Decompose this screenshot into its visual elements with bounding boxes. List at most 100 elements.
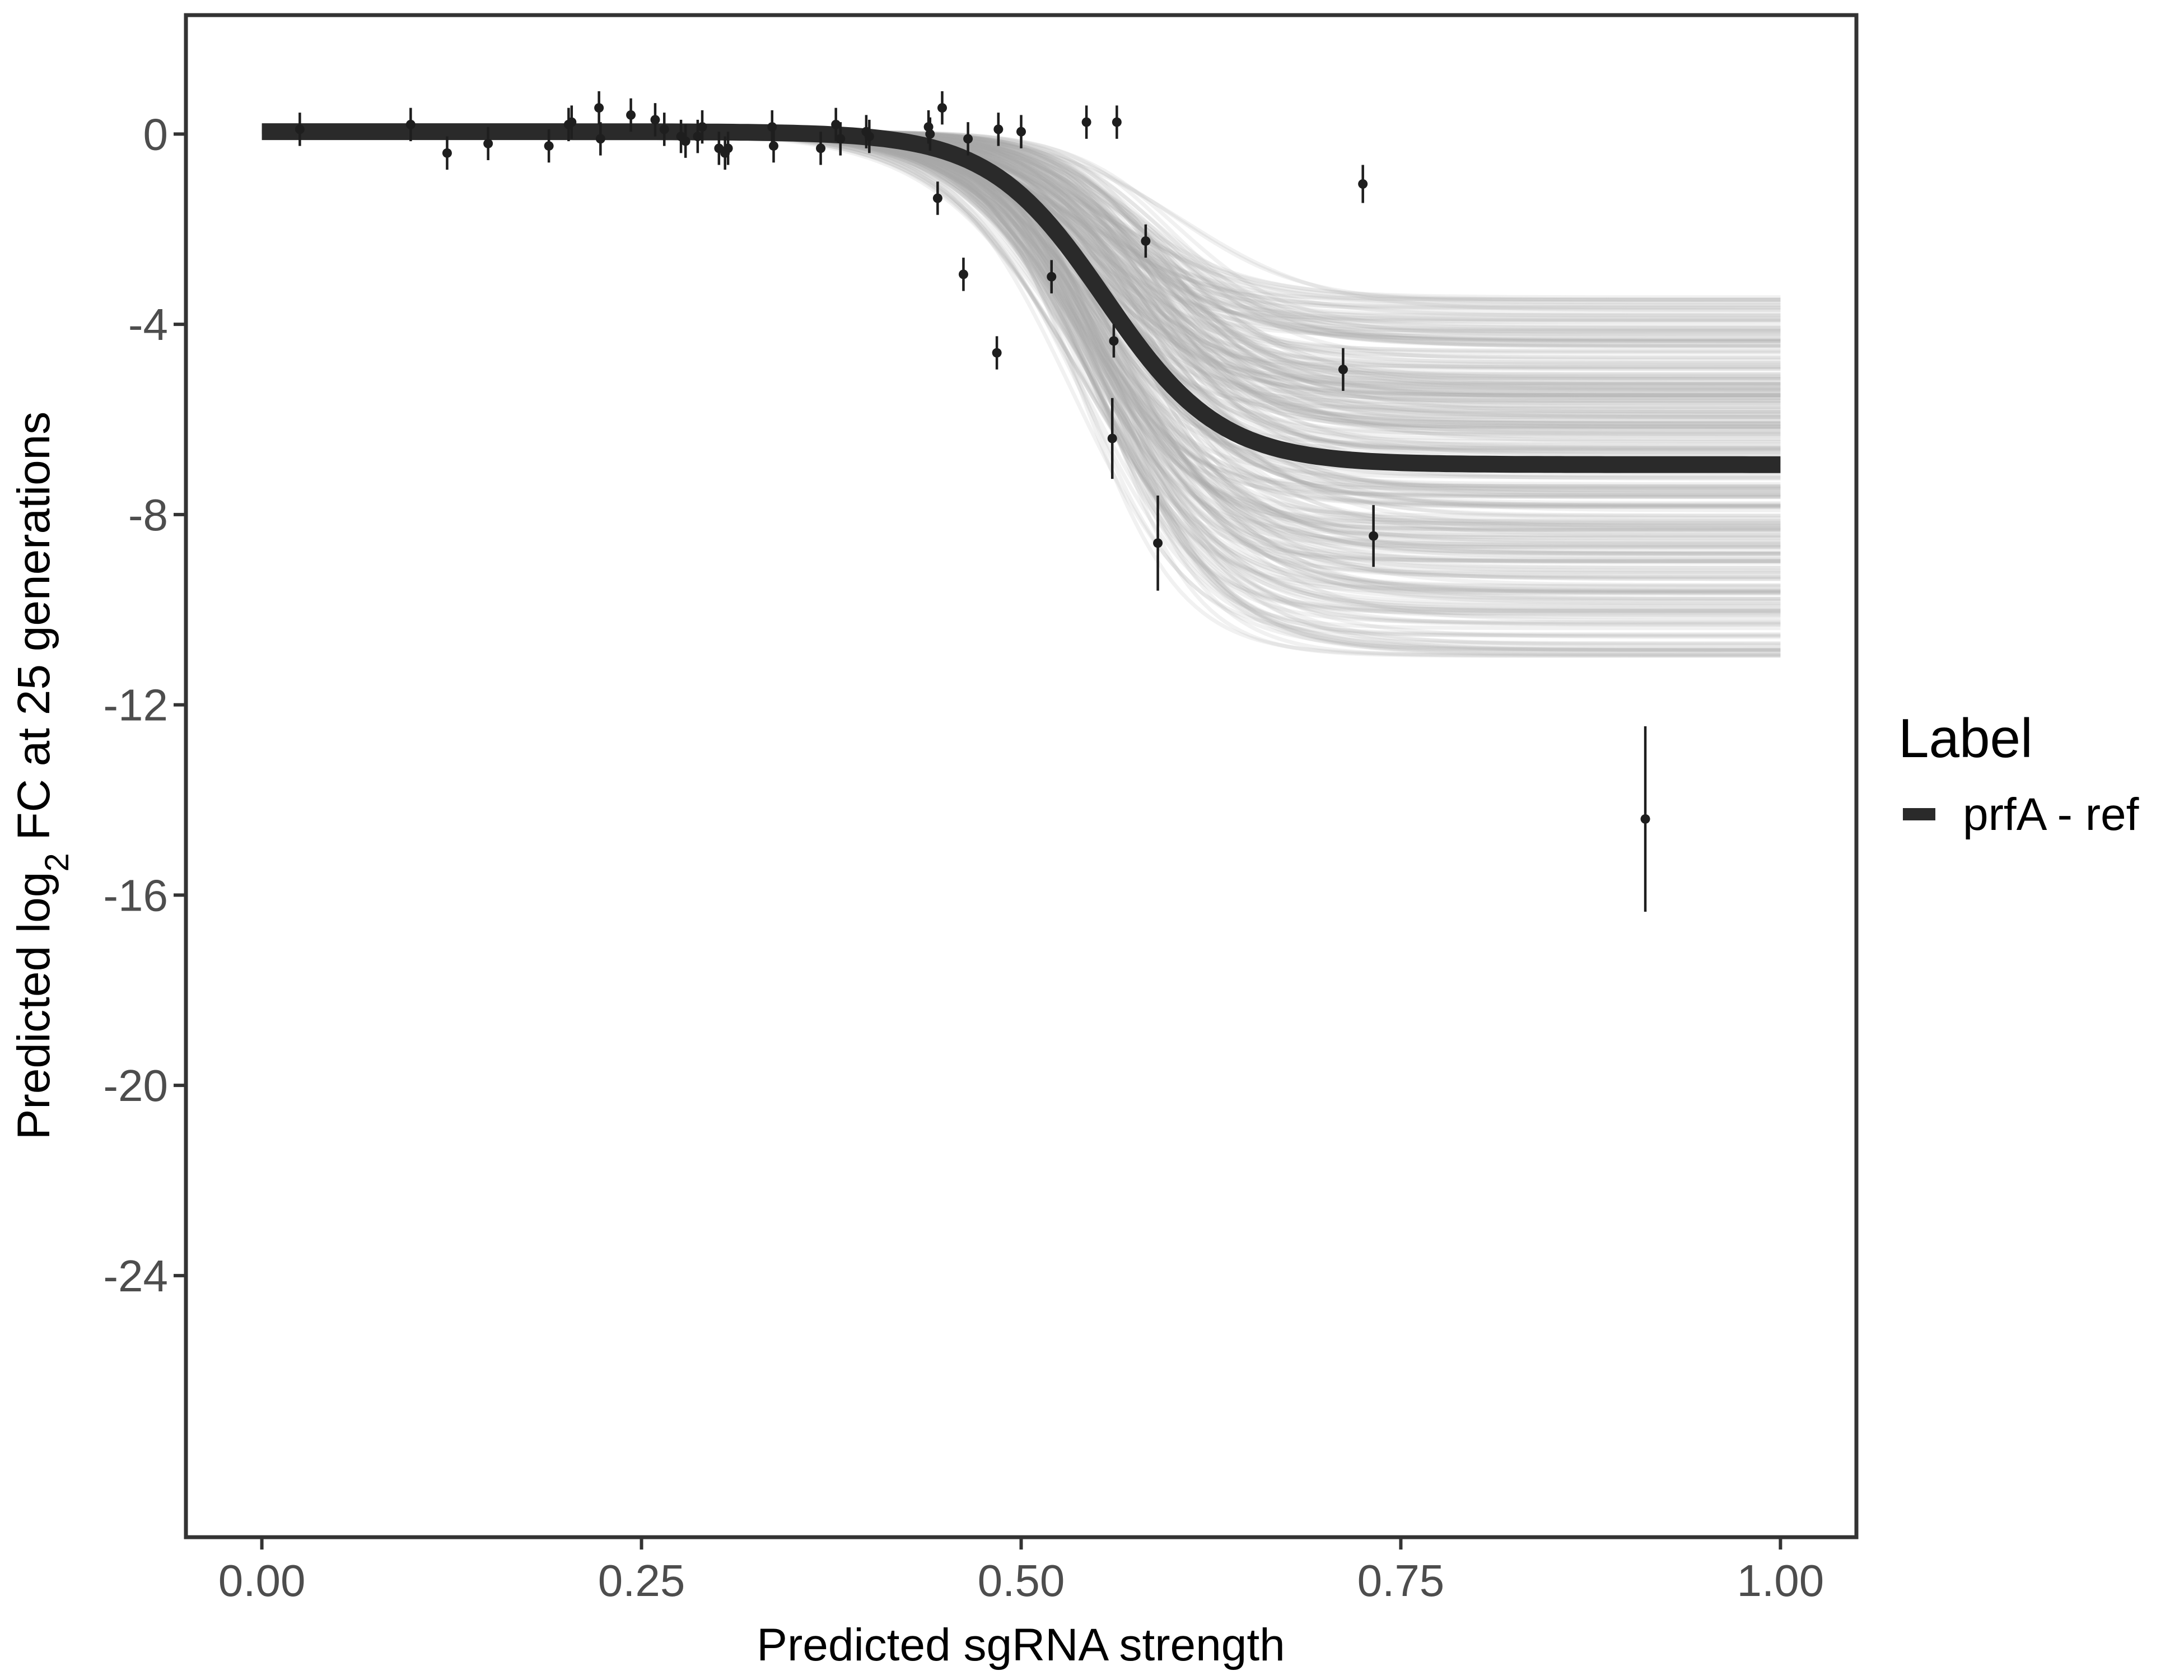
data-point [836,134,846,144]
data-point [1153,538,1163,548]
data-point-group [650,103,660,137]
x-tick-label: 0.00 [218,1556,306,1606]
data-point-group [963,122,973,156]
data-point [1047,272,1057,282]
data-point [1109,336,1119,346]
legend-title: Label [1898,707,2033,769]
data-point [958,269,968,279]
data-point-group [442,136,452,170]
data-point-group [932,181,942,215]
data-point-group [958,258,968,291]
data-point-group [697,110,707,144]
data-point [993,124,1004,134]
x-tick-label: 0.75 [1357,1556,1445,1606]
data-point [932,193,942,203]
data-point-group [993,113,1004,146]
data-point-group [1081,105,1091,139]
data-point-group [925,117,935,151]
data-point-group [1109,324,1119,358]
x-tick-label: 0.25 [598,1556,685,1606]
x-tick-label: 1.00 [1737,1556,1824,1606]
data-point [864,132,874,142]
y-tick-label: -24 [103,1251,168,1301]
data-point-group [1016,115,1026,148]
data-point-group [937,91,947,125]
data-point [1369,531,1379,541]
data-point-group [680,124,690,158]
data-point [768,141,778,151]
data-point [831,119,841,129]
data-point [594,103,604,113]
y-tick-label: -20 [103,1061,168,1110]
fit-line-layer [262,123,1781,473]
data-point [1141,236,1151,246]
plot-panel-border [184,13,1859,1539]
data-point-group [1338,348,1348,391]
data-point [723,143,733,153]
data-point [567,117,577,127]
data-point-group [595,122,605,156]
data-point [295,124,305,134]
data-point [992,348,1002,358]
fit-line [262,123,1781,473]
data-point [1081,117,1091,127]
y-axis-title-main: Predicted log [8,872,59,1140]
data-point-group [768,129,778,163]
y-tick-label: -12 [103,680,168,730]
y-axis: 0 -4 -8 -12 -16 -20 -24 [103,109,184,1301]
data-point [767,122,777,132]
legend: Label prfA - ref [1898,707,2139,840]
legend-key [1903,808,1935,820]
data-point-group [659,113,669,146]
data-point-group [567,105,577,139]
data-point-group [483,127,493,161]
data-point-group [405,108,416,142]
data-point-group [626,98,636,132]
y-tick-label: -8 [128,490,168,540]
data-point-group [864,119,874,153]
x-axis: 0.00 0.25 0.50 0.75 1.00 [218,1539,1824,1606]
data-point-group [1153,495,1163,591]
data-point-group [544,129,554,163]
data-points [295,91,1650,912]
data-point-group [816,132,826,165]
data-point [650,115,660,125]
y-tick-label: -16 [103,870,168,920]
data-point-group [836,122,846,156]
y-axis-title-rest: FC at 25 generations [8,412,59,853]
data-point-group [1141,224,1151,258]
data-point [697,122,707,132]
data-point [680,136,690,146]
data-point-group [1047,260,1057,293]
y-tick-label: 0 [143,109,169,159]
data-point-group [1112,105,1122,139]
data-point-group [1369,505,1379,567]
y-axis-title-subscript: 2 [38,853,76,871]
data-point [1358,179,1368,189]
data-point [937,103,947,113]
data-point [544,141,554,151]
data-point-group [723,132,733,165]
data-point [595,134,605,144]
data-point [405,119,416,129]
data-point [963,134,973,144]
data-point-group [992,336,1002,370]
data-point [659,124,669,134]
data-point-group [831,108,841,142]
data-point [626,110,636,120]
data-point [693,132,703,142]
data-point [816,143,826,153]
x-tick-label: 0.50 [978,1556,1065,1606]
y-axis-title: Predicted log2 FC at 25 generations [8,412,76,1140]
data-point-group [594,91,604,125]
data-point-group [1358,165,1368,203]
y-tick-label: -4 [128,300,168,349]
data-point [442,148,452,158]
data-point [1640,814,1650,824]
legend-label: prfA - ref [1963,789,2139,840]
data-point [1107,433,1117,444]
data-point [1016,127,1026,137]
data-point [1112,117,1122,127]
data-point [483,138,493,148]
